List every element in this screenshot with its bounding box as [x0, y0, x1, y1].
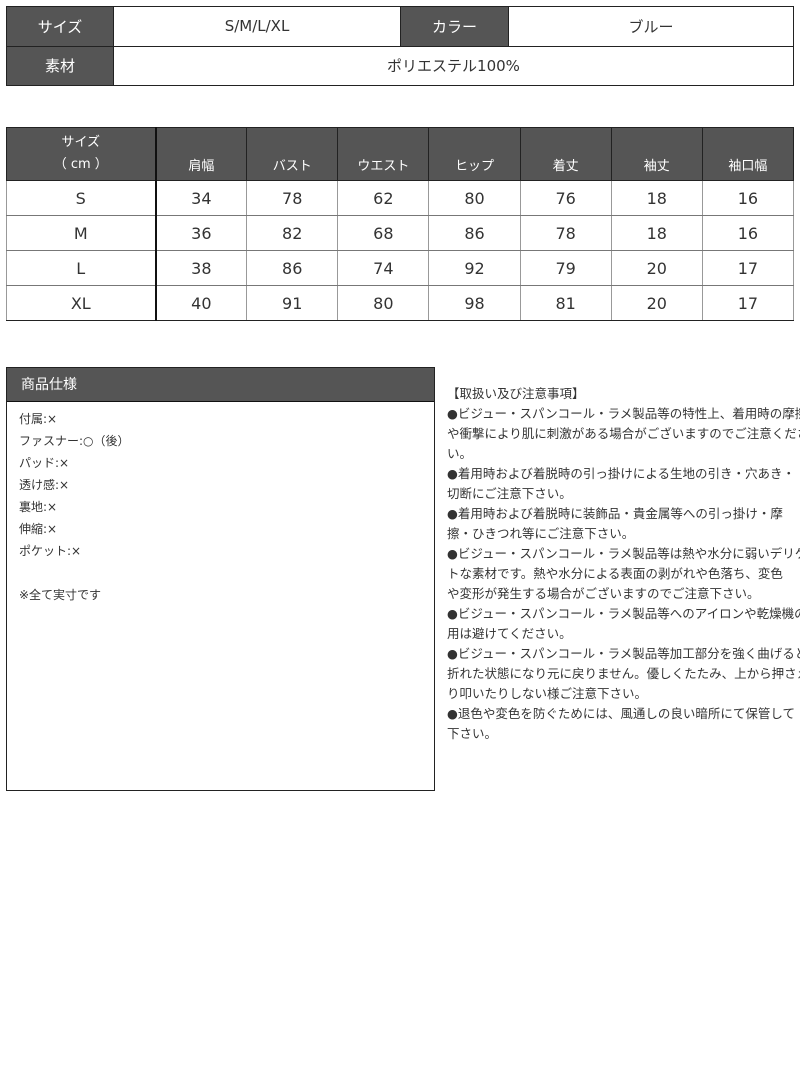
- spec-title: 商品仕様: [7, 368, 434, 402]
- measurement-cell: 81: [519, 285, 612, 321]
- size-cell: L: [6, 250, 157, 286]
- measurement-cell: 20: [610, 250, 703, 286]
- table-row: S 34 78 62 80 76 18 16: [6, 180, 795, 216]
- spec-item: ポケット:×: [19, 544, 82, 558]
- spec-item: 伸縮:×: [19, 522, 58, 536]
- measurement-cell: 40: [154, 285, 248, 321]
- note-line: 用は避けてください。: [447, 626, 572, 641]
- note-line: ●着用時および着脱時の引っ掛けによる生地の引き・穴あき・: [447, 466, 796, 481]
- spec-item: 透け感:×: [19, 478, 70, 492]
- note-line: ●ビジュー・スパンコール・ラメ製品等加工部分を強く曲げると: [447, 646, 800, 661]
- note-line: ●ビジュー・スパンコール・ラメ製品等へのアイロンや乾燥機の使: [447, 606, 800, 621]
- note-line: 折れた状態になり元に戻りません。優しくたたみ、上から押さえた: [447, 666, 800, 681]
- size-header: サイズ （ cm ）: [6, 127, 157, 181]
- material-label: 素材: [6, 45, 114, 86]
- size-cell: XL: [6, 285, 157, 321]
- measurement-cell: 86: [428, 215, 521, 251]
- measurement-cell: 36: [154, 215, 248, 251]
- product-spec-box: 商品仕様 付属:× ファスナー:○（後） パッド:× 透け感:× 裏地:× 伸縮:× ポケッ…: [6, 367, 435, 791]
- note-line: トな素材です。熱や水分による表面の剥がれや色落ち、変色: [447, 566, 783, 581]
- measurement-cell: 76: [519, 180, 612, 216]
- note-line: ●退色や変色を防ぐためには、風通しの良い暗所にて保管して: [447, 706, 796, 721]
- measurement-cell: 78: [519, 215, 612, 251]
- note-line: ●ビジュー・スパンコール・ラメ製品等の特性上、着用時の摩擦: [447, 406, 800, 421]
- measurement-cell: 62: [337, 180, 430, 216]
- note-line: や変形が発生する場合がございますのでご注意下さい。: [447, 586, 760, 601]
- measurement-cell: 80: [337, 285, 430, 321]
- spec-item: ファスナー:○（後）: [19, 434, 130, 448]
- measurement-cell: 68: [337, 215, 430, 251]
- measurement-cell: 98: [428, 285, 521, 321]
- measurement-cell: 78: [246, 180, 339, 216]
- note-line: い。: [447, 446, 473, 461]
- measurement-cell: 80: [428, 180, 521, 216]
- color-value: ブルー: [508, 6, 794, 47]
- measurement-cell: 91: [246, 285, 339, 321]
- spec-item: ※全て実寸です: [19, 588, 102, 602]
- measurement-cell: 86: [246, 250, 339, 286]
- note-line: 擦・ひきつれ等にご注意下さい。: [447, 526, 635, 541]
- spec-item: 付属:×: [19, 412, 58, 426]
- material-value: ポリエステル100%: [113, 45, 794, 86]
- column-header: ヒップ: [428, 127, 521, 181]
- summary-table: サイズ S/M/L/XL カラー ブルー 素材 ポリエステル100%: [6, 6, 794, 86]
- size-chart-table: サイズ（ cm ） 肩幅 バスト ウエスト ヒップ 着丈 袖丈 袖口幅 S 34 78 62 80 7…: [6, 127, 795, 321]
- size-header-label: サイズ: [61, 135, 101, 150]
- measurement-cell: 92: [428, 250, 521, 286]
- measurement-cell: 18: [610, 215, 703, 251]
- note-line: 下さい。: [447, 726, 498, 741]
- measurement-cell: 34: [154, 180, 248, 216]
- table-row: M 36 82 68 86 78 18 16: [6, 215, 795, 251]
- spec-item: 裏地:×: [19, 500, 58, 514]
- measurement-cell: 17: [701, 285, 795, 321]
- unit-label: （ cm ）: [53, 157, 108, 172]
- size-cell: M: [6, 215, 157, 251]
- column-header: 着丈: [519, 127, 612, 181]
- measurement-cell: 82: [246, 215, 339, 251]
- column-header: ウエスト: [337, 127, 430, 181]
- column-header: 袖丈: [610, 127, 703, 181]
- column-header: 袖口幅: [701, 127, 795, 181]
- column-header: バスト: [246, 127, 339, 181]
- measurement-cell: 17: [701, 250, 795, 286]
- table-row: L 38 86 74 92 79 20 17: [6, 250, 795, 286]
- table-row: XL 40 91 80 98 81 20 17: [6, 285, 795, 321]
- measurement-cell: 16: [701, 215, 795, 251]
- note-line: 【取扱い及び注意事項】: [447, 386, 585, 401]
- note-line: ●ビジュー・スパンコール・ラメ製品等は熱や水分に弱いデリケー: [447, 546, 800, 561]
- measurement-cell: 20: [610, 285, 703, 321]
- measurement-cell: 74: [337, 250, 430, 286]
- measurement-cell: 18: [610, 180, 703, 216]
- note-line: や衝撃により肌に刺激がある場合がございますのでご注意くださ: [447, 426, 800, 441]
- note-line: ●着用時および着脱時に装飾品・貴金属等への引っ掛け・摩: [447, 506, 783, 521]
- column-header: 肩幅: [154, 127, 248, 181]
- measurement-cell: 38: [154, 250, 248, 286]
- note-line: 切断にご注意下さい。: [447, 486, 572, 501]
- size-cell: S: [6, 180, 157, 216]
- spec-list: 付属:× ファスナー:○（後） パッド:× 透け感:× 裏地:× 伸縮:× ポケット:× ※全…: [7, 402, 434, 612]
- size-value: S/M/L/XL: [113, 6, 401, 47]
- spec-item: [19, 562, 422, 584]
- color-label: カラー: [400, 6, 509, 47]
- care-notes: 【取扱い及び注意事項】 ●ビジュー・スパンコール・ラメ製品等の特性上、着用時の摩擦…: [447, 384, 800, 744]
- measurement-cell: 16: [701, 180, 795, 216]
- spec-item: パッド:×: [19, 456, 70, 470]
- note-line: り叩いたりしない様ご注意下さい。: [447, 686, 648, 701]
- size-label: サイズ: [6, 6, 114, 47]
- measurement-cell: 79: [519, 250, 612, 286]
